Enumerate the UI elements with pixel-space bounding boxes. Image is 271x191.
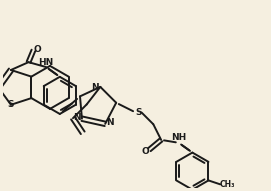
Text: O: O [142,147,149,156]
Text: S: S [8,100,14,109]
Text: HN: HN [38,58,54,67]
Text: O: O [33,45,41,54]
Text: N: N [73,113,81,122]
Text: N: N [92,83,99,92]
Text: N: N [106,118,114,127]
Text: S: S [136,108,142,117]
Text: CH₃: CH₃ [219,180,235,189]
Text: NH: NH [171,134,186,142]
